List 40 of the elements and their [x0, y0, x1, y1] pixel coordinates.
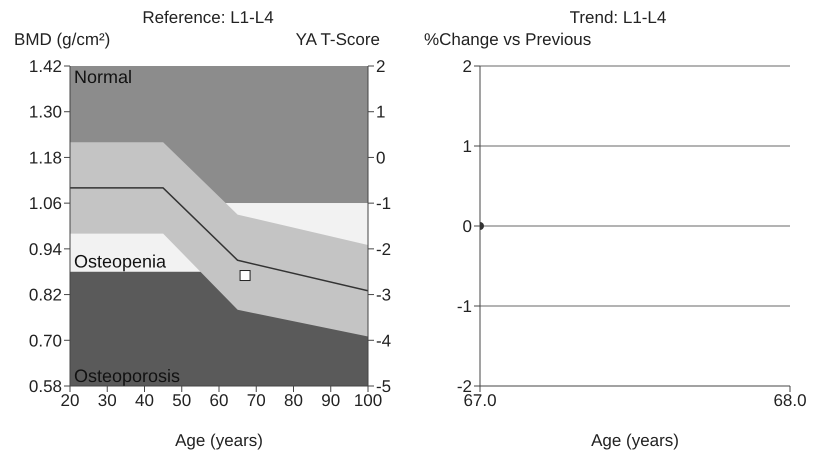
x-tick-label: 50 [172, 391, 192, 410]
y-tick-label: 0 [462, 217, 472, 236]
x-tick-label: 90 [321, 391, 340, 410]
y2-tick-label: 0 [376, 148, 386, 168]
band-label: Osteoporosis [74, 366, 180, 386]
chart-title: Trend: L1-L4 [568, 8, 668, 29]
y2-tick-label: 2 [376, 57, 386, 76]
y-axis-title: %Change vs Previous [424, 30, 592, 51]
y-tick-label: 0.94 [28, 240, 62, 259]
y-tick-label: 0.70 [28, 331, 62, 350]
y-tick-label: -1 [456, 297, 472, 316]
y2-tick-label: -3 [376, 286, 392, 305]
y-tick-label: 1 [462, 137, 472, 156]
x-tick-label: 68.0 [773, 391, 807, 410]
y-tick-label: 1.30 [28, 102, 62, 122]
y-tick-label: 1.42 [28, 57, 62, 76]
x-tick-label: 100 [354, 391, 382, 410]
x-tick-label: 30 [98, 391, 117, 410]
y-tick-label: 1.06 [28, 194, 62, 214]
x-axis-title: Age (years) [591, 431, 679, 450]
y2-axis-title: YA T-Score [296, 30, 380, 51]
x-tick-label: 70 [246, 391, 266, 410]
x-tick-label: 60 [210, 391, 228, 410]
y-tick-label: 1.18 [28, 148, 62, 168]
y2-tick-label: -2 [376, 240, 392, 259]
y2-tick-label: 1 [376, 102, 386, 122]
x-tick-label: 67.0 [463, 391, 497, 410]
y-axis-title: BMD (g/cm²) [14, 30, 110, 51]
band-label: Osteopenia [74, 252, 168, 272]
y-tick-label: 0.58 [28, 377, 62, 396]
y-tick-label: 2 [462, 57, 472, 76]
y-tick-label: 0.82 [28, 286, 62, 305]
y2-tick-label: -1 [376, 194, 392, 214]
band-label: Normal [74, 66, 132, 87]
x-tick-label: 20 [60, 391, 80, 410]
y2-tick-label: -4 [376, 331, 392, 350]
x-tick-label: 80 [284, 391, 303, 410]
x-tick-label: 40 [135, 391, 154, 410]
chart-title: Reference: L1-L4 [141, 8, 275, 29]
x-axis-title: Age (years) [175, 431, 263, 450]
